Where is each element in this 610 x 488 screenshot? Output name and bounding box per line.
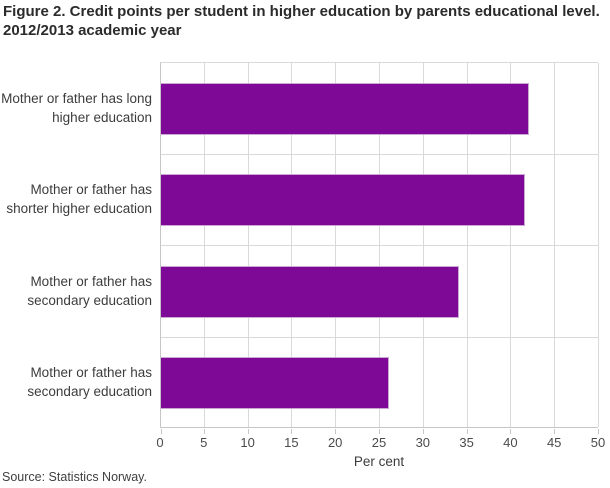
x-tick-mark — [422, 429, 424, 434]
x-tick-label: 0 — [156, 435, 164, 450]
bar — [161, 265, 459, 318]
bar — [161, 357, 389, 410]
x-tick-mark — [466, 429, 468, 434]
category-label: Mother or father has secondary education — [27, 273, 152, 308]
x-axis-label: Per cent — [353, 454, 405, 469]
x-tick-label: 30 — [415, 435, 431, 450]
x-tick-mark — [161, 429, 162, 434]
band-separator — [161, 245, 598, 246]
category-label: Mother or father has secondary education — [27, 365, 152, 400]
x-tick-label: 45 — [546, 435, 562, 450]
x-tick-label: 20 — [327, 435, 343, 450]
x-tick-label: 25 — [371, 435, 387, 450]
band-separator — [161, 336, 598, 338]
bar — [161, 82, 529, 135]
x-tick-label: 35 — [459, 435, 474, 450]
x-tick-mark — [247, 429, 249, 434]
chart-title: Figure 2. Credit points per student in h… — [3, 3, 600, 39]
x-tick-label: 10 — [240, 435, 255, 450]
x-tick-mark — [554, 429, 556, 434]
x-tick-mark — [203, 429, 205, 434]
x-tick-label: 50 — [590, 435, 606, 450]
x-tick-mark — [335, 429, 337, 434]
plot-area — [160, 62, 599, 434]
x-tick-label: 5 — [200, 435, 208, 450]
x-tick-mark — [598, 429, 599, 434]
category-label: Mother or father has shorter higher educ… — [6, 182, 152, 217]
band-separator — [161, 153, 598, 155]
vertical-gridline — [598, 63, 599, 427]
x-tick-mark — [379, 429, 380, 434]
x-tick-label: 40 — [503, 435, 518, 450]
source-note: Source: Statistics Norway. — [2, 470, 147, 484]
bar — [161, 174, 525, 227]
category-label: Mother or father has long higher educati… — [1, 90, 152, 125]
x-tick-label: 15 — [284, 435, 299, 450]
x-tick-mark — [510, 429, 512, 434]
x-tick-mark — [291, 429, 293, 434]
